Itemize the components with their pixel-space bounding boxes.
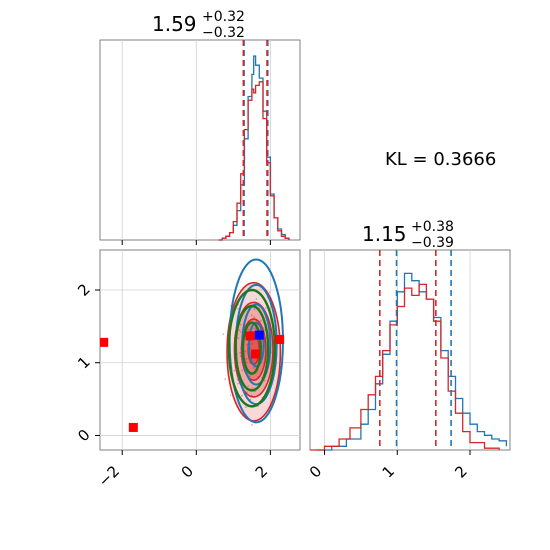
- param1-quantile-lines: [242, 40, 269, 240]
- param2-quantile-lines: [379, 250, 452, 450]
- y-tick-label: 2: [74, 280, 93, 299]
- scatter-point: [246, 343, 248, 346]
- scatter-point: [239, 355, 242, 357]
- y-tick-label: 1: [74, 353, 93, 372]
- scatter-point: [224, 378, 227, 380]
- param2-title-plus: +0.38: [411, 219, 454, 235]
- scatter-point: [244, 350, 247, 353]
- param1-hist-blue: [218, 55, 290, 241]
- y-tick-label: 0: [74, 426, 93, 445]
- x-tick-label: −2: [95, 462, 123, 490]
- scatter-point: [250, 314, 253, 317]
- scatter-point: [237, 307, 240, 310]
- scatter-point: [241, 369, 244, 372]
- scatter-point: [265, 307, 267, 309]
- scatter-point: [222, 333, 225, 335]
- param2-hist-blue: [317, 272, 508, 451]
- scatter-point: [239, 323, 242, 326]
- marker-red: [245, 331, 255, 341]
- panel-2d-frame: [99, 249, 301, 451]
- param2-title-main: 1.15: [362, 222, 407, 246]
- scatter-point: [253, 308, 256, 311]
- marker-red: [251, 349, 261, 359]
- scatter-point: [251, 387, 253, 389]
- scatter-point: [237, 337, 240, 340]
- param1-title-main: 1.59: [152, 12, 197, 36]
- param2-hist-red: [310, 283, 500, 451]
- param1-hist-ticks: [121, 240, 271, 245]
- x-tick-label: 0: [306, 462, 325, 481]
- scatter-point: [233, 369, 236, 372]
- param1-hist-red: [218, 81, 290, 241]
- contour-green: [241, 321, 262, 375]
- panel-2d-content: [100, 258, 285, 432]
- x-tick-label: 2: [451, 462, 470, 481]
- panel-param1-hist-grid: [121, 40, 271, 240]
- scatter-point: [253, 316, 256, 318]
- scatter-point: [249, 375, 251, 377]
- panel-param2-hist: 0 1 2 1.15 +0.38 −0.39: [306, 219, 511, 482]
- param2-hist-ticks: 0 1 2: [306, 450, 471, 482]
- panel-param1-hist: 1.59 +0.32 −0.32: [99, 9, 301, 245]
- scatter-point: [245, 357, 248, 360]
- marker-red: [128, 422, 138, 432]
- param1-title-plus: +0.32: [202, 9, 245, 25]
- scatter-point: [229, 394, 232, 397]
- marker-blue: [254, 330, 264, 340]
- scatter-point: [268, 291, 271, 294]
- x-tick-label: 2: [252, 462, 271, 481]
- scatter-point: [250, 424, 253, 426]
- scatter-point: [247, 385, 250, 388]
- panel-param2-hist-frame: [309, 249, 511, 451]
- x-tick-label: 0: [178, 462, 197, 481]
- panel-2d-xticks: −2 0 2: [95, 450, 271, 490]
- scatter-point: [239, 352, 241, 354]
- scatter-point: [251, 342, 254, 345]
- scatter-point: [241, 394, 243, 397]
- param1-title-minus: −0.32: [202, 25, 245, 41]
- scatter-point: [247, 328, 250, 331]
- scatter-point: [238, 329, 241, 331]
- scatter-point: [263, 379, 266, 382]
- panel-2d: −2 0 2 012: [74, 249, 301, 490]
- param2-title-minus: −0.39: [411, 235, 454, 251]
- x-tick-label: 1: [379, 462, 398, 481]
- scatter-point: [237, 382, 239, 385]
- contour-green: [234, 304, 270, 392]
- panel-param1-hist-frame: [99, 39, 301, 241]
- scatter-point: [239, 331, 242, 333]
- marker-red: [100, 337, 109, 347]
- scatter-point: [249, 398, 252, 401]
- marker-red: [275, 334, 285, 344]
- contour-blue: [247, 321, 265, 368]
- scatter-point: [245, 406, 247, 408]
- scatter-point: [260, 319, 262, 322]
- panel-2d-yticks: 0 1 2: [74, 280, 100, 445]
- contour-green: [227, 288, 277, 408]
- kl-label: KL = 0.3666: [385, 149, 496, 170]
- scatter-point: [255, 298, 258, 300]
- scatter-point: [245, 361, 248, 364]
- scatter-point: [253, 327, 256, 330]
- scatter-point: [252, 366, 255, 369]
